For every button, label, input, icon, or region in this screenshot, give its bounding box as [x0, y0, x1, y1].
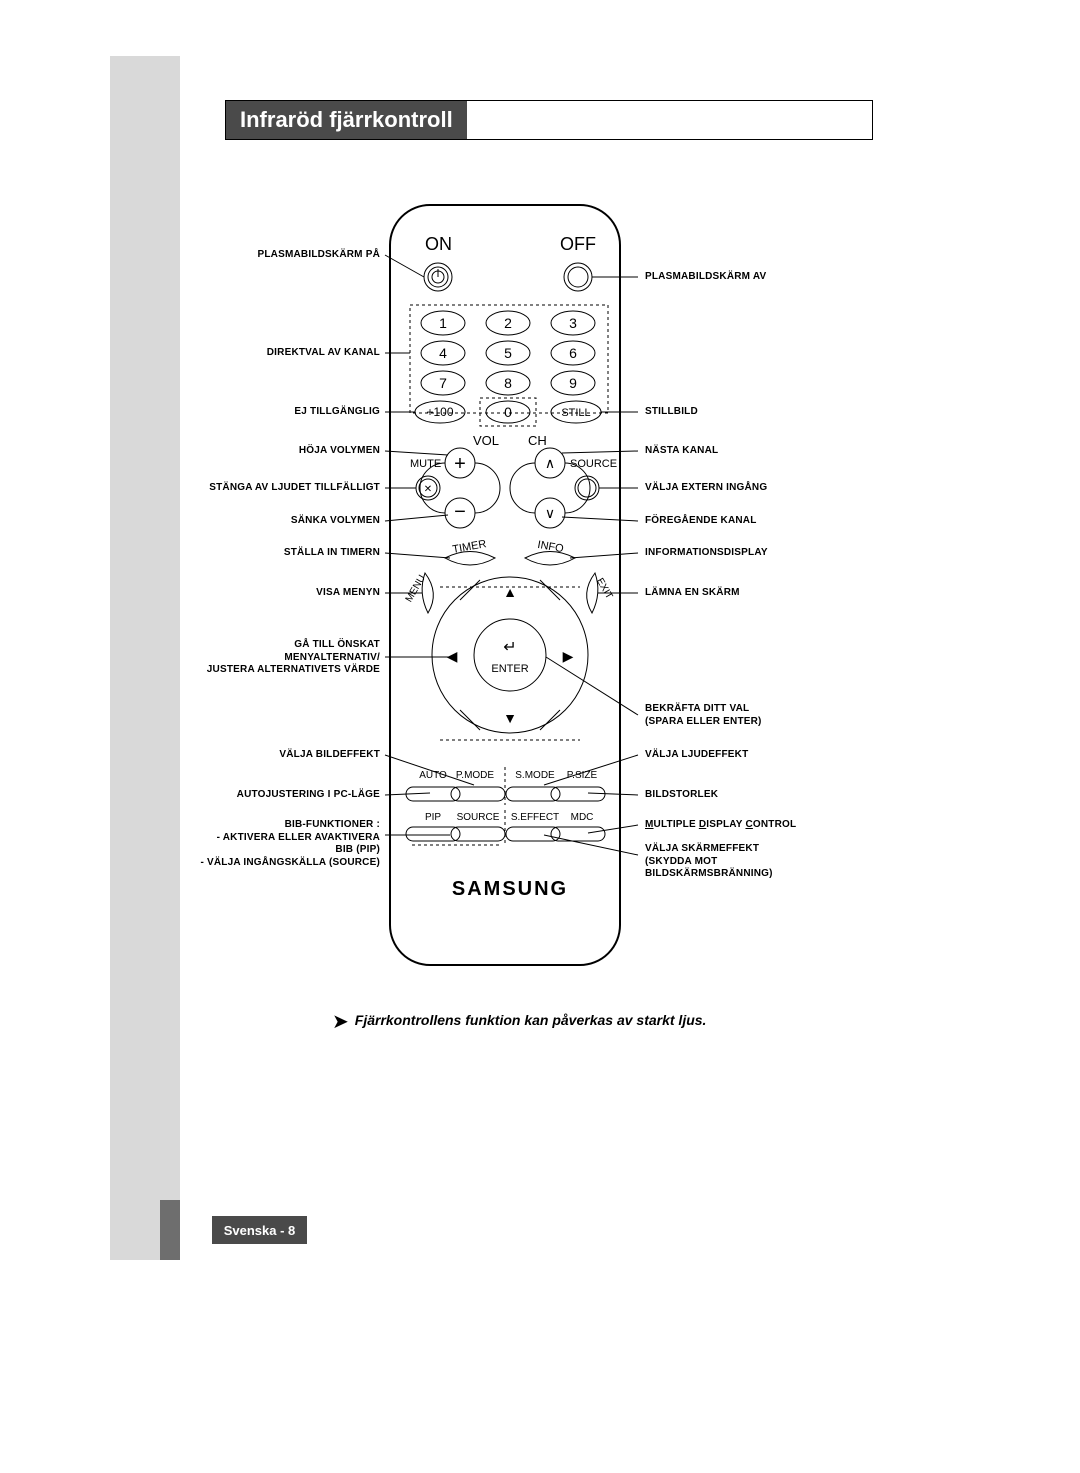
lbl-mute: STÄNGA AV LJUDET TILLFÄLLIGT [209, 482, 380, 495]
svg-text:✕: ✕ [424, 484, 432, 495]
lbl-pip: BIB-FUNKTIONER : - AKTIVERA ELLER AVAKTI… [200, 819, 380, 869]
svg-text:1: 1 [439, 315, 447, 331]
lbl-scr-effect: VÄLJA SKÄRMEFFEKT (SKYDDA MOT BILDSKÄRMS… [645, 843, 773, 881]
lbl-nav: GÅ TILL ÖNSKAT MENYALTERNATIV/ JUSTERA A… [207, 639, 380, 677]
lbl-not-avail: EJ TILLGÄNGLIG [294, 406, 380, 419]
svg-text:5: 5 [504, 345, 512, 361]
lbl-prev-ch: FÖREGÅENDE KANAL [645, 515, 757, 528]
svg-text:CH: CH [528, 433, 547, 448]
svg-text:MENU: MENU [404, 573, 428, 604]
lbl-exit: LÄMNA EN SKÄRM [645, 587, 740, 600]
footnote: ➤ Fjärrkontrollens funktion kan påverkas… [332, 1012, 706, 1032]
svg-text:ENTER: ENTER [491, 663, 528, 675]
lbl-snd-effect: VÄLJA LJUDEFFEKT [645, 749, 748, 762]
page-number: Svenska - 8 [212, 1216, 307, 1244]
svg-text:+: + [454, 453, 466, 475]
svg-text:0: 0 [504, 404, 512, 420]
lbl-mdc: MULTIPLE DISPLAY CONTROL [645, 819, 796, 832]
svg-text:◀: ◀ [447, 648, 458, 664]
on-text: ON [425, 234, 452, 254]
svg-text:SOURCE: SOURCE [457, 812, 500, 823]
svg-text:4: 4 [439, 345, 447, 361]
lbl-pic-labelsize: BILDSTORLEK [645, 789, 718, 802]
arrow-icon: ➤ [332, 1012, 349, 1032]
lbl-vol-up: HÖJA VOLYMEN [299, 445, 380, 458]
lbl-info: INFORMATIONSDISPLAY [645, 547, 768, 560]
svg-text:VOL: VOL [473, 433, 499, 448]
svg-text:PIP: PIP [425, 812, 441, 823]
svg-text:∧: ∧ [545, 455, 555, 471]
svg-text:▲: ▲ [503, 584, 517, 600]
lbl-confirm: BEKRÄFTA DITT VAL (SPARA ELLER ENTER) [645, 703, 762, 728]
lbl-plasma-on: PLASMABILDSKÄRM PÅ [258, 249, 381, 262]
lbl-vol-down: SÄNKA VOLYMEN [291, 515, 380, 528]
svg-text:P.SIZE: P.SIZE [567, 770, 598, 781]
svg-text:6: 6 [569, 345, 577, 361]
svg-text:9: 9 [569, 375, 577, 391]
svg-text:SAMSUNG: SAMSUNG [452, 878, 568, 900]
lbl-pic-effect: VÄLJA BILDEFFEKT [279, 749, 380, 762]
lbl-timer: STÄLLA IN TIMERN [284, 547, 380, 560]
svg-text:↵: ↵ [503, 639, 516, 656]
remote-diagram: ON OFF 1 2 3 4 5 6 7 8 9 +100 0 STILL VO… [150, 195, 870, 995]
svg-text:7: 7 [439, 375, 447, 391]
footnote-text: Fjärrkontrollens funktion kan påverkas a… [355, 1012, 707, 1028]
svg-text:SOURCE: SOURCE [570, 458, 617, 470]
lbl-menu: VISA MENYN [316, 587, 380, 600]
svg-text:2: 2 [504, 315, 512, 331]
lbl-plasma-off: PLASMABILDSKÄRM AV [645, 271, 766, 284]
svg-text:S.MODE: S.MODE [515, 770, 555, 781]
svg-text:−: − [454, 501, 466, 523]
svg-text:8: 8 [504, 375, 512, 391]
svg-text:+100: +100 [426, 405, 453, 419]
svg-text:∨: ∨ [545, 505, 555, 521]
svg-text:▶: ▶ [563, 648, 574, 664]
lbl-direct-ch: DIREKTVAL AV KANAL [267, 347, 380, 360]
svg-text:STILL: STILL [561, 407, 590, 419]
lbl-ext-in: VÄLJA EXTERN INGÅNG [645, 482, 767, 495]
page-title: Infraröd fjärrkontroll [226, 101, 467, 139]
svg-text:▼: ▼ [503, 710, 517, 726]
lbl-next-ch: NÄSTA KANAL [645, 445, 718, 458]
svg-text:P.MODE: P.MODE [456, 770, 494, 781]
lbl-auto-pc: AUTOJUSTERING I PC-LÄGE [237, 789, 380, 802]
off-text: OFF [560, 234, 596, 254]
svg-text:MDC: MDC [571, 812, 594, 823]
lbl-still: STILLBILD [645, 406, 698, 419]
title-bar: Infraröd fjärrkontroll [225, 100, 873, 140]
svg-text:S.EFFECT: S.EFFECT [511, 812, 559, 823]
svg-text:3: 3 [569, 315, 577, 331]
